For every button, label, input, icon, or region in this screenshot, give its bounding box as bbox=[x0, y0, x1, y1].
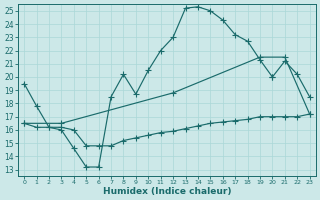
X-axis label: Humidex (Indice chaleur): Humidex (Indice chaleur) bbox=[103, 187, 231, 196]
